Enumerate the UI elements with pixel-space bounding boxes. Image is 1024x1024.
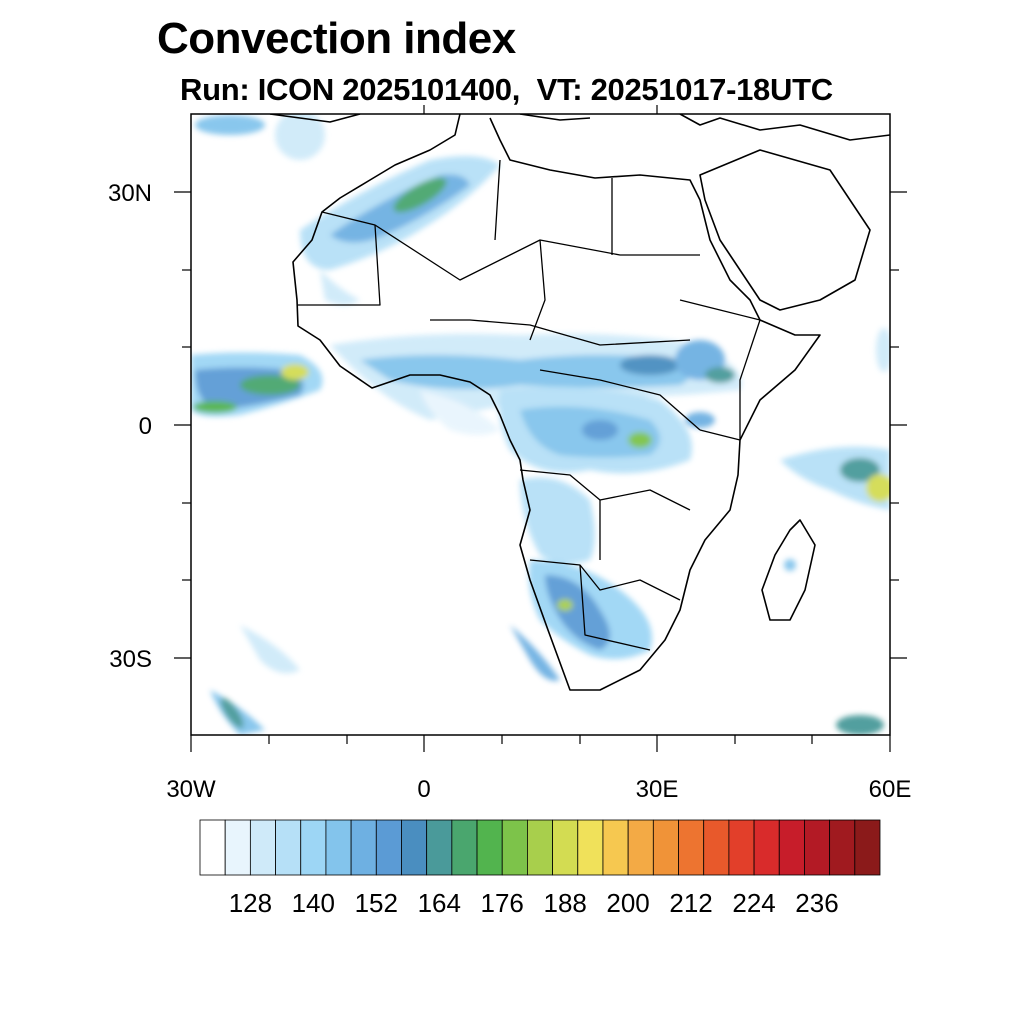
- lat-label-0: 0: [139, 413, 152, 440]
- colorbar-swatch: [627, 819, 654, 876]
- colorbar-swatch: [602, 819, 629, 876]
- colorbar-swatch: [678, 819, 705, 876]
- lon-label-30w: 30W: [166, 776, 216, 803]
- map-subtitle: Run: ICON 2025101400, VT: 20251017-18UTC: [180, 72, 833, 107]
- colorbar-swatch: [753, 819, 780, 876]
- colorbar-swatch: [527, 819, 553, 876]
- colorbar-swatch: [426, 819, 453, 876]
- arabia-coastline: [699, 149, 871, 311]
- colorbar-swatch: [476, 819, 503, 876]
- colorbar-swatch: [401, 819, 428, 876]
- colorbar-label: 128: [229, 888, 272, 918]
- africa-coastline: [292, 114, 821, 691]
- colorbar-swatch: [728, 819, 755, 876]
- lat-label-30s: 30S: [109, 646, 152, 673]
- lon-label-30e: 30E: [636, 776, 679, 803]
- colorbar-label: 200: [606, 888, 649, 918]
- colorbar-swatch: [552, 819, 579, 876]
- colorbar-label: 188: [544, 888, 587, 918]
- coastlines: [269, 114, 890, 691]
- colorbar-label: 152: [355, 888, 398, 918]
- colorbar-label: 164: [418, 888, 461, 918]
- colorbar-swatch: [199, 819, 226, 876]
- colorbar-label: 236: [795, 888, 838, 918]
- colorbar-swatch: [375, 819, 402, 876]
- colorbar-swatch: [249, 819, 276, 876]
- colorbar-swatch: [804, 819, 831, 876]
- colorbar-swatch: [451, 819, 478, 876]
- colorbar-swatch: [577, 819, 604, 876]
- colorbar-swatch: [325, 819, 352, 876]
- colorbar-swatch: [854, 819, 881, 876]
- colorbar-label: 224: [732, 888, 775, 918]
- colorbar-swatch: [300, 819, 327, 876]
- colorbar-swatch: [275, 819, 302, 876]
- colorbar-swatch: [778, 819, 805, 876]
- lon-label-0: 0: [417, 776, 430, 803]
- colorbar-swatch: [652, 819, 679, 876]
- lon-label-60e: 60E: [869, 776, 912, 803]
- axis-ticks: [174, 105, 907, 752]
- colorbar-swatch: [829, 819, 856, 876]
- lat-label-30n: 30N: [108, 180, 152, 207]
- colorbar: 128 140 152 164 176 188 200 212 224 236: [199, 819, 881, 918]
- map-title: Convection index: [157, 14, 516, 63]
- colorbar-label: 212: [669, 888, 712, 918]
- colorbar-swatch: [224, 819, 251, 876]
- colorbar-label: 140: [292, 888, 335, 918]
- madagascar-coastline: [761, 519, 816, 621]
- convection-field: [191, 114, 890, 735]
- colorbar-label: 176: [481, 888, 524, 918]
- colorbar-swatch: [501, 819, 528, 876]
- colorbar-swatch: [703, 819, 730, 876]
- colorbar-swatch: [350, 819, 377, 876]
- europe-coastline: [269, 114, 890, 141]
